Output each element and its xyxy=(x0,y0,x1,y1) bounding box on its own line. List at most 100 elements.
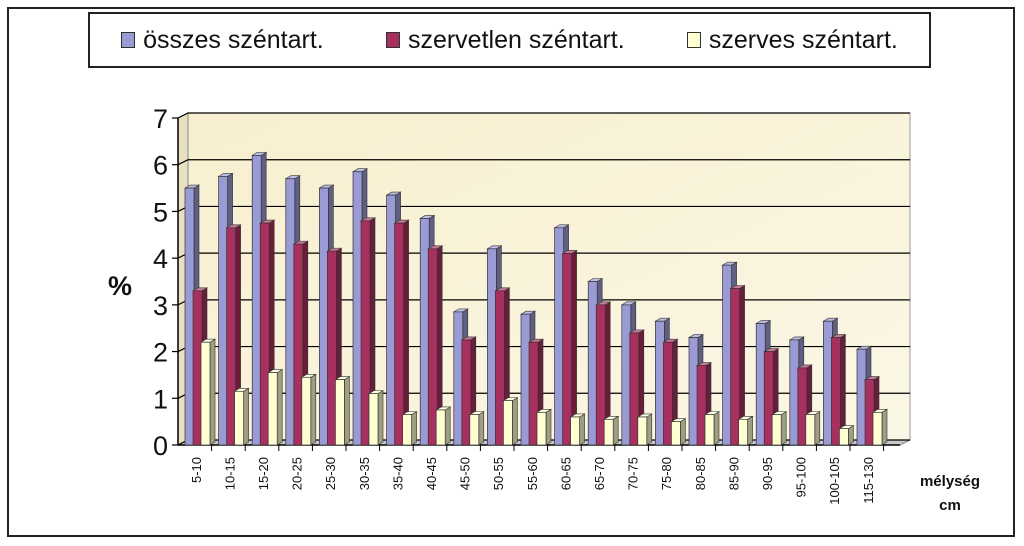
bar-50-55-s2-side xyxy=(512,397,518,446)
x-tick-label-55-60: 55-60 xyxy=(525,457,540,490)
bar-30-35-s2 xyxy=(368,393,379,446)
bar-5-10-s2 xyxy=(200,341,211,446)
bar-115-130-s2 xyxy=(872,411,883,446)
x-tick-label-85-90: 85-90 xyxy=(726,457,741,490)
bar-20-25-s0 xyxy=(285,178,296,446)
bar-5-10-s2-side xyxy=(209,338,216,446)
bar-40-45-s0 xyxy=(419,218,430,446)
bar-65-70-s2-side xyxy=(612,415,619,446)
bar-90-95-s2-side xyxy=(780,411,787,446)
bar-75-80-s2 xyxy=(671,421,681,446)
x-tick-label-10-15: 10-15 xyxy=(222,457,237,490)
x-tick-label-100-105: 100-105 xyxy=(827,457,842,505)
bar-115-130-s2-side xyxy=(881,408,888,446)
bar-45-50-s0 xyxy=(453,311,464,446)
bar-10-15-s0 xyxy=(218,176,228,446)
bar-50-55-s2 xyxy=(503,400,513,446)
x-tick-label-35-40: 35-40 xyxy=(390,457,405,490)
bar-80-85-s2-side xyxy=(713,411,720,446)
bar-70-75-s2 xyxy=(637,416,648,446)
x-tick-label-80-85: 80-85 xyxy=(693,457,708,490)
y-tick-label-7: 7 xyxy=(153,104,168,134)
bar-65-70-s1 xyxy=(595,304,606,446)
bar-10-15-s1 xyxy=(226,227,236,446)
x-tick-label-65-70: 65-70 xyxy=(592,457,607,490)
x-tick-label-45-50: 45-50 xyxy=(458,457,473,490)
y-tick-label-6: 6 xyxy=(153,151,168,181)
x-tick-label-90-95: 90-95 xyxy=(760,457,775,490)
bar-30-35-s0 xyxy=(352,171,363,446)
legend-label-inorganic: szervetlen széntart. xyxy=(407,25,625,54)
chart-legend: összes széntart. szervetlen széntart. sz… xyxy=(88,12,931,68)
x-tick-label-115-130: 115-130 xyxy=(861,457,876,504)
bar-80-85-s1 xyxy=(696,365,707,446)
bar-10-15-s2-side xyxy=(243,387,249,446)
bar-15-20-s1 xyxy=(259,222,270,446)
bar-75-80-s1 xyxy=(663,341,673,446)
bar-50-55-s0 xyxy=(487,248,497,446)
x-tick-label-30-35: 30-35 xyxy=(357,457,372,490)
bar-5-10-s0 xyxy=(184,187,195,446)
bar-15-20-s2 xyxy=(267,372,278,446)
legend-item-inorganic: szervetlen széntart. xyxy=(385,25,625,55)
x-tick-label-20-25: 20-25 xyxy=(290,457,305,490)
x-tick-label-75-80: 75-80 xyxy=(659,457,674,490)
bar-35-40-s2-side xyxy=(411,411,417,446)
bar-100-105-s2 xyxy=(839,428,849,446)
bar-25-30-s2 xyxy=(335,379,345,446)
x-tick-label-60-65: 60-65 xyxy=(558,457,573,490)
bar-40-45-s1 xyxy=(427,248,438,446)
y-tick-label-0: 0 xyxy=(153,431,168,461)
bar-70-75-s1 xyxy=(629,332,640,446)
bar-60-65-s1 xyxy=(562,253,572,446)
x-tick-label-25-30: 25-30 xyxy=(323,457,338,490)
bar-95-100-s2 xyxy=(805,414,816,446)
bar-35-40-s2 xyxy=(402,414,412,446)
y-tick-label-2: 2 xyxy=(153,338,168,368)
bar-100-105-s2-side xyxy=(848,425,854,446)
y-axis-label: % xyxy=(108,271,132,301)
bar-55-60-s1 xyxy=(528,341,539,446)
y-tick-label-1: 1 xyxy=(153,384,168,414)
bar-15-20-s0 xyxy=(251,155,262,446)
bar-85-90-s2 xyxy=(738,418,748,446)
bar-60-65-s2 xyxy=(570,416,580,446)
bar-25-30-s0 xyxy=(319,187,329,446)
bar-35-40-s0 xyxy=(386,194,396,446)
bar-30-35-s1 xyxy=(360,220,371,446)
bar-45-50-s2 xyxy=(469,414,480,446)
bar-70-75-s2-side xyxy=(646,413,653,446)
legend-swatch-total xyxy=(121,32,136,48)
bar-50-55-s1 xyxy=(495,290,505,446)
legend-item-organic: szerves széntart. xyxy=(686,25,898,55)
bar-15-20-s2-side xyxy=(276,369,283,446)
x-axis-label-line2: cm xyxy=(939,497,961,514)
gridline-6 xyxy=(177,159,910,166)
bar-80-85-s2 xyxy=(704,414,715,446)
bar-90-95-s1 xyxy=(763,351,774,446)
x-axis-label-line1: mélység xyxy=(920,473,980,490)
bar-65-70-s2 xyxy=(603,418,614,446)
bar-40-45-s2-side xyxy=(444,406,451,446)
bar-85-90-s2-side xyxy=(747,415,753,446)
bar-60-65-s2-side xyxy=(579,413,585,446)
legend-label-total: összes széntart. xyxy=(143,25,324,54)
bar-45-50-s2-side xyxy=(478,411,485,446)
bar-75-80-s2-side xyxy=(680,418,686,446)
legend-item-total: összes széntart. xyxy=(121,26,324,55)
bar-25-30-s2-side xyxy=(344,376,350,446)
gridline-7 xyxy=(177,112,910,119)
y-tick-label-4: 4 xyxy=(153,244,168,274)
x-tick-label-15-20: 15-20 xyxy=(256,457,271,490)
bar-10-15-s2 xyxy=(234,390,244,446)
bar-25-30-s1 xyxy=(327,250,337,446)
bar-35-40-s1 xyxy=(394,222,404,446)
legend-swatch-inorganic xyxy=(385,32,400,48)
legend-label-organic: szerves széntart. xyxy=(708,25,898,54)
bar-55-60-s2-side xyxy=(545,408,552,446)
bar-100-105-s1 xyxy=(831,337,841,446)
x-tick-label-95-100: 95-100 xyxy=(794,457,809,497)
bar-85-90-s1 xyxy=(730,288,740,446)
y-tick-label-5: 5 xyxy=(153,197,168,227)
